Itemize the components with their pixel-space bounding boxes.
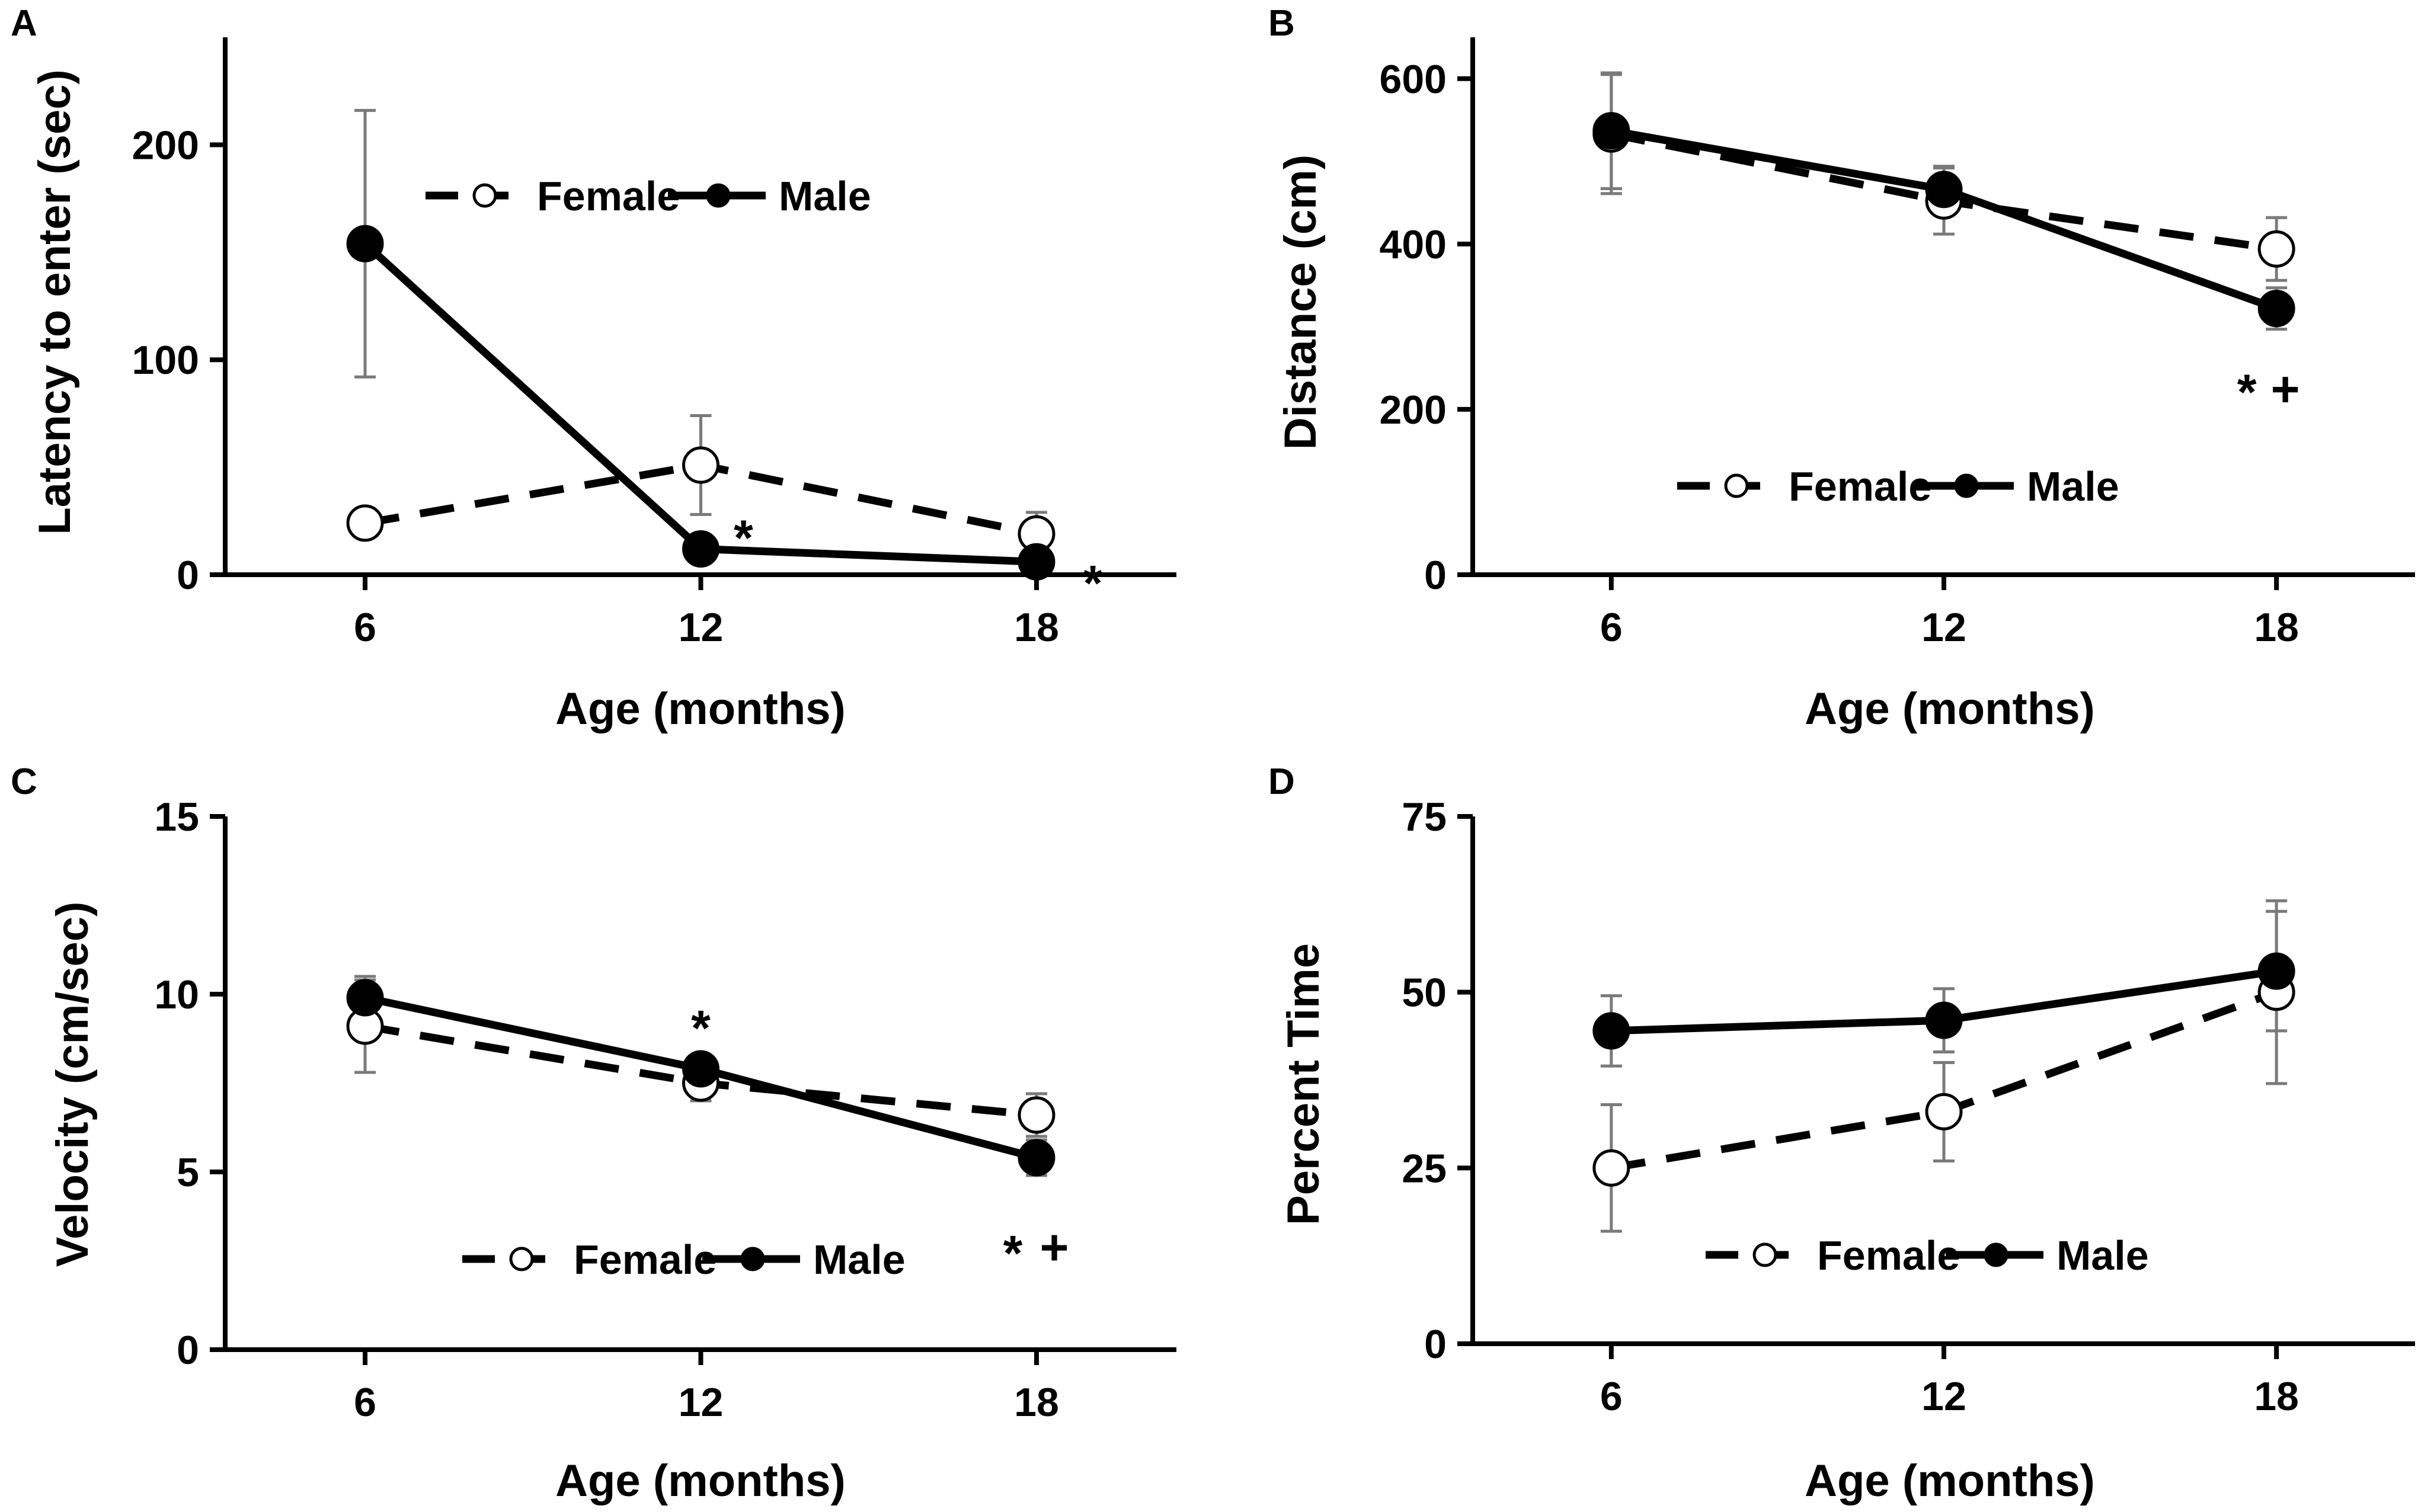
- legend-label-male-b: Male: [2027, 463, 2119, 510]
- panel-letter-a: A: [11, 3, 37, 44]
- y-axis-title-b: Distance (cm): [1275, 155, 1326, 450]
- legend-label-male-d: Male: [2056, 1232, 2149, 1279]
- panel-c: C 0 5 10 15 6 12 18 Age (months) Velocity (cm/sec…: [11, 761, 1176, 1506]
- legend-label-female-a: Female: [537, 173, 680, 219]
- panel-letter-d: D: [1268, 761, 1295, 802]
- x-tick-label-a: 6: [354, 605, 376, 650]
- x-tick-label-c: 6: [354, 1380, 376, 1425]
- legend-d: Female Male: [1706, 1232, 2149, 1279]
- significance-plus-c: +: [1040, 1219, 1069, 1275]
- x-axis-title-c: Age (months): [555, 1456, 846, 1506]
- data-point-male-b: [1592, 112, 1630, 150]
- legend-marker-female-a: [472, 183, 497, 208]
- y-tick-label-a: 200: [132, 123, 199, 168]
- x-tick-label-b: 18: [2254, 605, 2299, 650]
- data-point-male-d: [2257, 952, 2295, 990]
- x-tick-label-b: 12: [1921, 605, 1966, 650]
- x-axis-title-b: Age (months): [1805, 684, 2095, 734]
- legend-marker-female-d: [1752, 1242, 1777, 1267]
- y-tick-label-b: 600: [1380, 57, 1447, 102]
- significance-asterisk-c: *: [691, 1000, 711, 1056]
- legend-marker-male-c: [740, 1247, 765, 1271]
- data-point-male-c: [682, 1050, 719, 1088]
- data-point-female-b: [2257, 230, 2295, 268]
- panel-b: B 0 200 400 600 6 12 18 Age (months) Distance (cm…: [1268, 3, 2415, 734]
- y-tick-label-c: 15: [154, 795, 199, 840]
- y-axis-title-a: Latency to enter (sec): [30, 69, 80, 535]
- x-axis-title-a: Age (months): [555, 684, 846, 734]
- y-tick-label-b: 200: [1380, 387, 1447, 433]
- significance-asterisk-c: *: [1003, 1225, 1023, 1281]
- x-tick-label-a: 12: [679, 605, 724, 650]
- legend-b: Female Male: [1677, 463, 2119, 510]
- panel-letter-c: C: [11, 761, 37, 802]
- y-tick-label-b: 0: [1424, 553, 1447, 598]
- data-point-female-c: [1018, 1096, 1056, 1134]
- data-point-female-a: [682, 446, 719, 484]
- y-tick-label-a: 100: [132, 338, 199, 383]
- y-tick-label-d: 0: [1424, 1322, 1447, 1367]
- data-point-male-c: [346, 979, 384, 1017]
- x-tick-label-b: 6: [1600, 605, 1623, 650]
- legend-label-female-c: Female: [574, 1236, 717, 1283]
- y-tick-label-c: 5: [177, 1150, 199, 1195]
- data-point-male-d: [1925, 1001, 1963, 1039]
- data-point-male-d: [1592, 1012, 1630, 1050]
- data-point-male-b: [1925, 171, 1963, 209]
- y-tick-label-c: 0: [177, 1328, 199, 1373]
- y-axis-title-d: Percent Time: [1278, 943, 1329, 1225]
- data-point-male-a: [682, 530, 719, 568]
- x-tick-label-d: 12: [1921, 1374, 1966, 1419]
- x-tick-label-d: 18: [2254, 1374, 2299, 1419]
- legend-marker-female-c: [509, 1247, 534, 1271]
- panel-letter-b: B: [1268, 3, 1295, 44]
- y-tick-label-a: 0: [177, 553, 199, 598]
- data-point-female-d: [1592, 1149, 1630, 1187]
- significance-asterisk-b: *: [2237, 364, 2257, 420]
- x-tick-label-d: 6: [1600, 1374, 1623, 1419]
- legend-marker-female-b: [1724, 473, 1749, 498]
- x-tick-label-c: 12: [679, 1380, 724, 1425]
- legend-label-male-a: Male: [779, 173, 871, 219]
- data-point-male-a: [1018, 543, 1056, 581]
- legend-c: Female Male: [462, 1236, 906, 1283]
- y-tick-label-d: 75: [1402, 795, 1447, 840]
- y-tick-label-d: 50: [1402, 970, 1447, 1016]
- y-tick-label-b: 400: [1380, 222, 1447, 267]
- x-axis-title-d: Age (months): [1805, 1456, 2095, 1506]
- data-point-female-a: [346, 504, 384, 542]
- panel-a: A 0 100 200 6 12 18 Age (months) Latency to ente…: [11, 3, 1176, 734]
- significance-asterisk-a: *: [734, 510, 753, 565]
- legend-label-male-c: Male: [813, 1236, 906, 1283]
- legend-label-female-b: Female: [1789, 463, 1931, 510]
- y-tick-label-d: 25: [1402, 1146, 1447, 1191]
- y-tick-label-c: 10: [154, 972, 199, 1017]
- legend-marker-male-a: [706, 183, 731, 208]
- legend-marker-male-d: [1984, 1242, 2008, 1267]
- data-point-male-b: [2257, 290, 2295, 328]
- y-axis-title-c: Velocity (cm/sec): [47, 902, 98, 1267]
- x-tick-label-c: 18: [1014, 1380, 1059, 1425]
- data-point-male-a: [346, 225, 384, 262]
- significance-asterisk-a: *: [1083, 555, 1103, 611]
- legend-a: Female Male: [426, 173, 871, 219]
- data-point-female-d: [1925, 1093, 1963, 1130]
- panel-d: D 0 25 50 75 6 12 18 Age (months) Percent Time Fem…: [1268, 761, 2415, 1506]
- x-tick-label-a: 18: [1014, 605, 1059, 650]
- legend-marker-male-b: [1954, 473, 1979, 498]
- data-point-male-c: [1018, 1139, 1056, 1177]
- legend-label-female-d: Female: [1817, 1232, 1960, 1279]
- significance-plus-b: +: [2271, 361, 2300, 417]
